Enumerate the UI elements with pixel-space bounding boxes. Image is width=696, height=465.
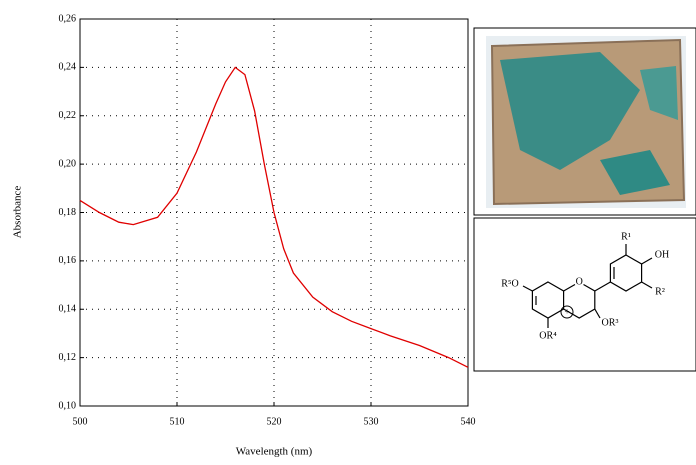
structure-label: OH [655, 249, 669, 260]
y-axis-label: Absorbance [12, 186, 24, 239]
structure-label: OR³ [602, 317, 619, 328]
y-tick-label: 0,12 [59, 352, 77, 363]
y-tick-label: 0,18 [59, 207, 77, 218]
structure-label: R² [655, 286, 665, 297]
x-tick-label: 530 [364, 416, 379, 427]
data-line [79, 66, 469, 368]
x-tick-label: 540 [461, 416, 476, 427]
y-tick-label: 0,10 [59, 400, 77, 411]
y-tick-label: 0,22 [59, 110, 77, 121]
structure-label: R⁵O [501, 278, 518, 289]
x-tick-label: 520 [267, 416, 282, 427]
y-tick-label: 0,26 [59, 13, 77, 24]
y-tick-label: 0,24 [59, 62, 77, 73]
structure: R¹ OH R² R⁵O O OR³ OR⁴ + [473, 217, 696, 372]
y-tick-label: 0,16 [59, 255, 77, 266]
structure-label: OR⁴ [539, 330, 557, 341]
x-tick-label: 510 [170, 416, 185, 427]
structure-label: + [564, 307, 569, 317]
structure-label: O [576, 276, 583, 287]
x-tick-label: 500 [73, 416, 88, 427]
structure-label: R¹ [621, 231, 631, 242]
photo [473, 27, 696, 216]
x-axis-label: Wavelength (nm) [236, 446, 313, 458]
y-tick-label: 0,14 [59, 304, 77, 315]
y-tick-label: 0,20 [59, 158, 77, 169]
